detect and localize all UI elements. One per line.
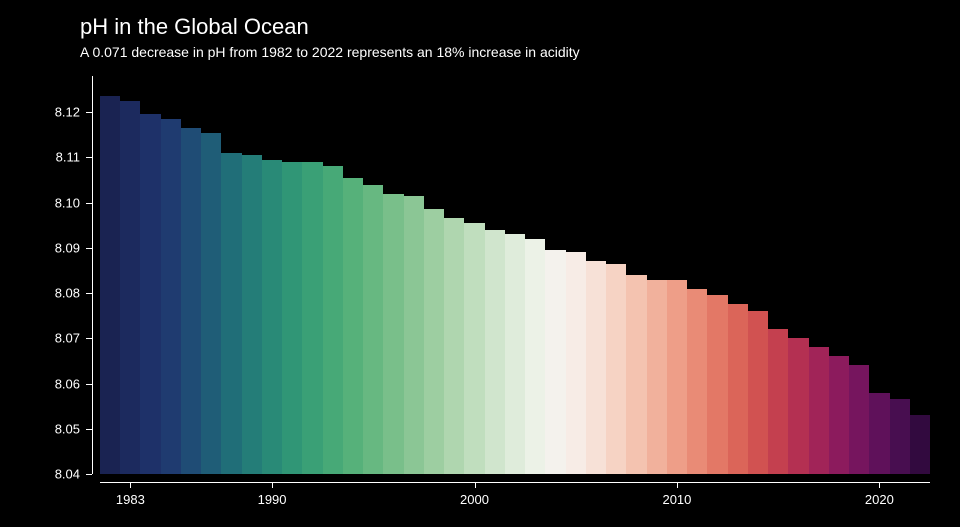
bar-1997: [404, 196, 424, 474]
bar-2006: [586, 261, 606, 474]
bar-2019: [849, 365, 869, 474]
bar-1991: [282, 162, 302, 474]
y-tick-label: 8.06: [0, 376, 80, 391]
y-tick: [86, 157, 92, 158]
bar-2002: [505, 234, 525, 474]
bar-2010: [667, 280, 687, 474]
bar-1990: [262, 160, 282, 474]
x-tick-label: 2000: [460, 492, 489, 507]
y-tick: [86, 293, 92, 294]
bar-2008: [626, 275, 646, 474]
plot-area: [100, 76, 930, 474]
bar-2011: [687, 289, 707, 474]
bar-2004: [545, 250, 565, 474]
bar-2001: [485, 230, 505, 474]
y-tick-label: 8.11: [0, 150, 80, 165]
y-tick: [86, 248, 92, 249]
y-tick: [86, 474, 92, 475]
bar-2005: [566, 252, 586, 474]
bar-2013: [728, 304, 748, 474]
y-tick: [86, 384, 92, 385]
bar-2017: [809, 347, 829, 474]
bar-1995: [363, 185, 383, 474]
y-tick-label: 8.04: [0, 467, 80, 482]
ph-chart: pH in the Global Ocean A 0.071 decrease …: [0, 0, 960, 527]
chart-title: pH in the Global Ocean: [80, 14, 309, 40]
bar-2015: [768, 329, 788, 474]
bar-1983: [120, 101, 140, 474]
x-tick: [879, 482, 880, 488]
bar-2003: [525, 239, 545, 474]
x-tick: [677, 482, 678, 488]
bar-1984: [140, 114, 160, 474]
bar-2022: [910, 415, 930, 474]
bar-1996: [383, 194, 403, 474]
bar-2007: [606, 264, 626, 474]
bar-1989: [242, 155, 262, 474]
y-tick-label: 8.10: [0, 195, 80, 210]
bar-1988: [221, 153, 241, 474]
x-tick: [130, 482, 131, 488]
bar-2021: [890, 399, 910, 474]
bar-2012: [707, 295, 727, 474]
bar-2014: [748, 311, 768, 474]
bar-1999: [444, 218, 464, 474]
x-tick-label: 1990: [258, 492, 287, 507]
y-tick: [86, 203, 92, 204]
bar-1994: [343, 178, 363, 474]
y-tick-label: 8.12: [0, 105, 80, 120]
y-tick: [86, 338, 92, 339]
y-tick-label: 8.05: [0, 421, 80, 436]
bar-2020: [869, 393, 889, 474]
x-tick-label: 2020: [865, 492, 894, 507]
y-tick-label: 8.08: [0, 286, 80, 301]
y-tick-label: 8.07: [0, 331, 80, 346]
bar-2009: [647, 280, 667, 474]
bar-1992: [302, 162, 322, 474]
x-axis-line: [100, 482, 930, 483]
bar-1998: [424, 209, 444, 474]
x-tick: [475, 482, 476, 488]
y-tick: [86, 429, 92, 430]
bar-1993: [323, 166, 343, 474]
bar-2018: [829, 356, 849, 474]
bar-2000: [464, 223, 484, 474]
x-tick-label: 2010: [662, 492, 691, 507]
bar-1982: [100, 96, 120, 474]
chart-subtitle: A 0.071 decrease in pH from 1982 to 2022…: [80, 44, 580, 60]
x-tick: [272, 482, 273, 488]
x-tick-label: 1983: [116, 492, 145, 507]
bar-1985: [161, 119, 181, 474]
y-axis-line: [92, 76, 93, 474]
bar-1987: [201, 133, 221, 474]
y-tick: [86, 112, 92, 113]
bar-1986: [181, 128, 201, 474]
y-tick-label: 8.09: [0, 240, 80, 255]
bar-2016: [788, 338, 808, 474]
